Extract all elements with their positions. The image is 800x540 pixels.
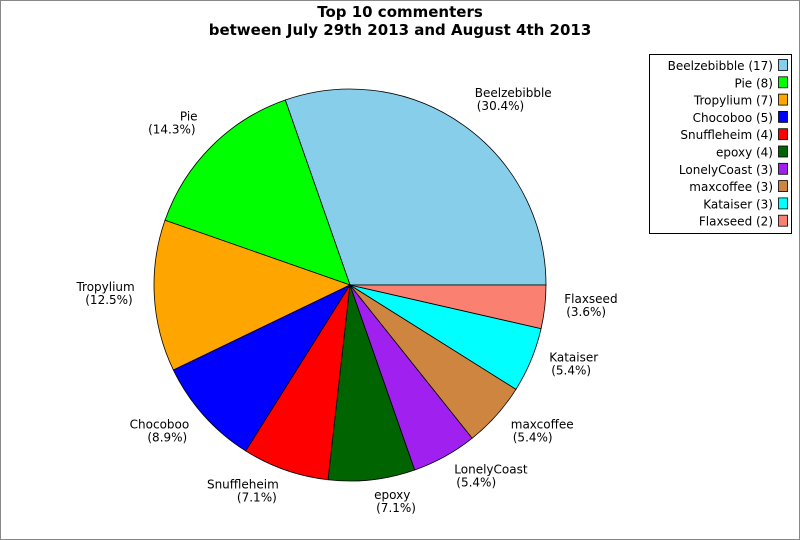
slice-label: Flaxseed <box>564 292 617 306</box>
slice-percent: (5.4%) <box>513 431 553 445</box>
slice-percent: (5.4%) <box>551 364 591 378</box>
legend-label: Chocoboo (5) <box>693 111 773 125</box>
slice-label: Kataiser <box>549 351 598 365</box>
legend-swatch <box>778 180 788 193</box>
legend-label: epoxy (4) <box>716 146 773 160</box>
legend-label: Snuffleheim (4) <box>680 128 773 142</box>
slice-label: Chocoboo <box>130 418 190 432</box>
slice-label: epoxy <box>374 488 410 502</box>
slice-percent: (5.4%) <box>456 476 496 490</box>
slice-label: Tropylium <box>75 280 134 294</box>
legend-swatch <box>778 145 788 158</box>
legend-swatch <box>778 59 788 71</box>
slice-percent: (12.5%) <box>85 293 132 307</box>
legend-label: Beelzebibble (17) <box>668 59 773 73</box>
slice-percent: (30.4%) <box>477 99 524 113</box>
legend-swatch <box>778 197 788 210</box>
legend-swatch <box>778 128 788 141</box>
pie-slice <box>349 284 547 330</box>
pie-slice <box>153 219 352 371</box>
slice-percent: (8.9%) <box>147 431 187 445</box>
slice-percent: (14.3%) <box>148 123 195 137</box>
legend-swatch <box>778 214 788 227</box>
slice-label: Pie <box>180 110 198 124</box>
slice-percent: (3.6%) <box>566 305 606 319</box>
slice-percent: (7.1%) <box>376 501 416 515</box>
legend-swatch <box>778 93 788 106</box>
legend-swatch <box>778 111 788 123</box>
legend-swatch <box>778 162 788 175</box>
chart-subtitle: between July 29th 2013 and August 4th 20… <box>209 21 592 39</box>
legend-label: LonelyCoast (3) <box>679 163 773 177</box>
legend-label: Pie (8) <box>734 76 773 90</box>
pie-slice <box>164 99 351 286</box>
legend-swatch <box>778 76 788 89</box>
legend-label: Flaxseed (2) <box>699 215 773 229</box>
legend-label: maxcoffee (3) <box>689 180 773 194</box>
legend-label: Kataiser (3) <box>703 197 773 211</box>
slice-label: maxcoffee <box>511 418 574 432</box>
legend-box <box>649 54 792 234</box>
chart-title: Top 10 commenters <box>317 3 483 21</box>
pie-slice <box>284 88 547 286</box>
slice-label: Snuffleheim <box>207 478 279 492</box>
legend-label: Tropylium (7) <box>693 94 773 108</box>
slice-label: LonelyCoast <box>454 463 528 477</box>
slice-percent: (7.1%) <box>237 491 277 505</box>
pie-slice <box>172 284 352 452</box>
slice-label: Beelzebibble <box>475 86 552 100</box>
